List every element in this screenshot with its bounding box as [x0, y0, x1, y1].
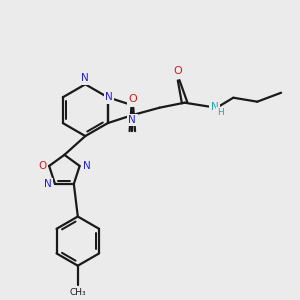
- Text: O: O: [128, 94, 137, 104]
- Text: CH₃: CH₃: [70, 288, 86, 297]
- Text: N: N: [211, 102, 218, 112]
- Text: N: N: [128, 95, 136, 105]
- Text: O: O: [173, 66, 182, 76]
- Text: N: N: [128, 115, 136, 125]
- Text: N: N: [81, 73, 89, 83]
- Text: H: H: [217, 108, 224, 117]
- Text: N: N: [83, 161, 91, 171]
- Text: O: O: [38, 161, 46, 171]
- Text: N: N: [105, 92, 113, 102]
- Text: N: N: [44, 179, 52, 189]
